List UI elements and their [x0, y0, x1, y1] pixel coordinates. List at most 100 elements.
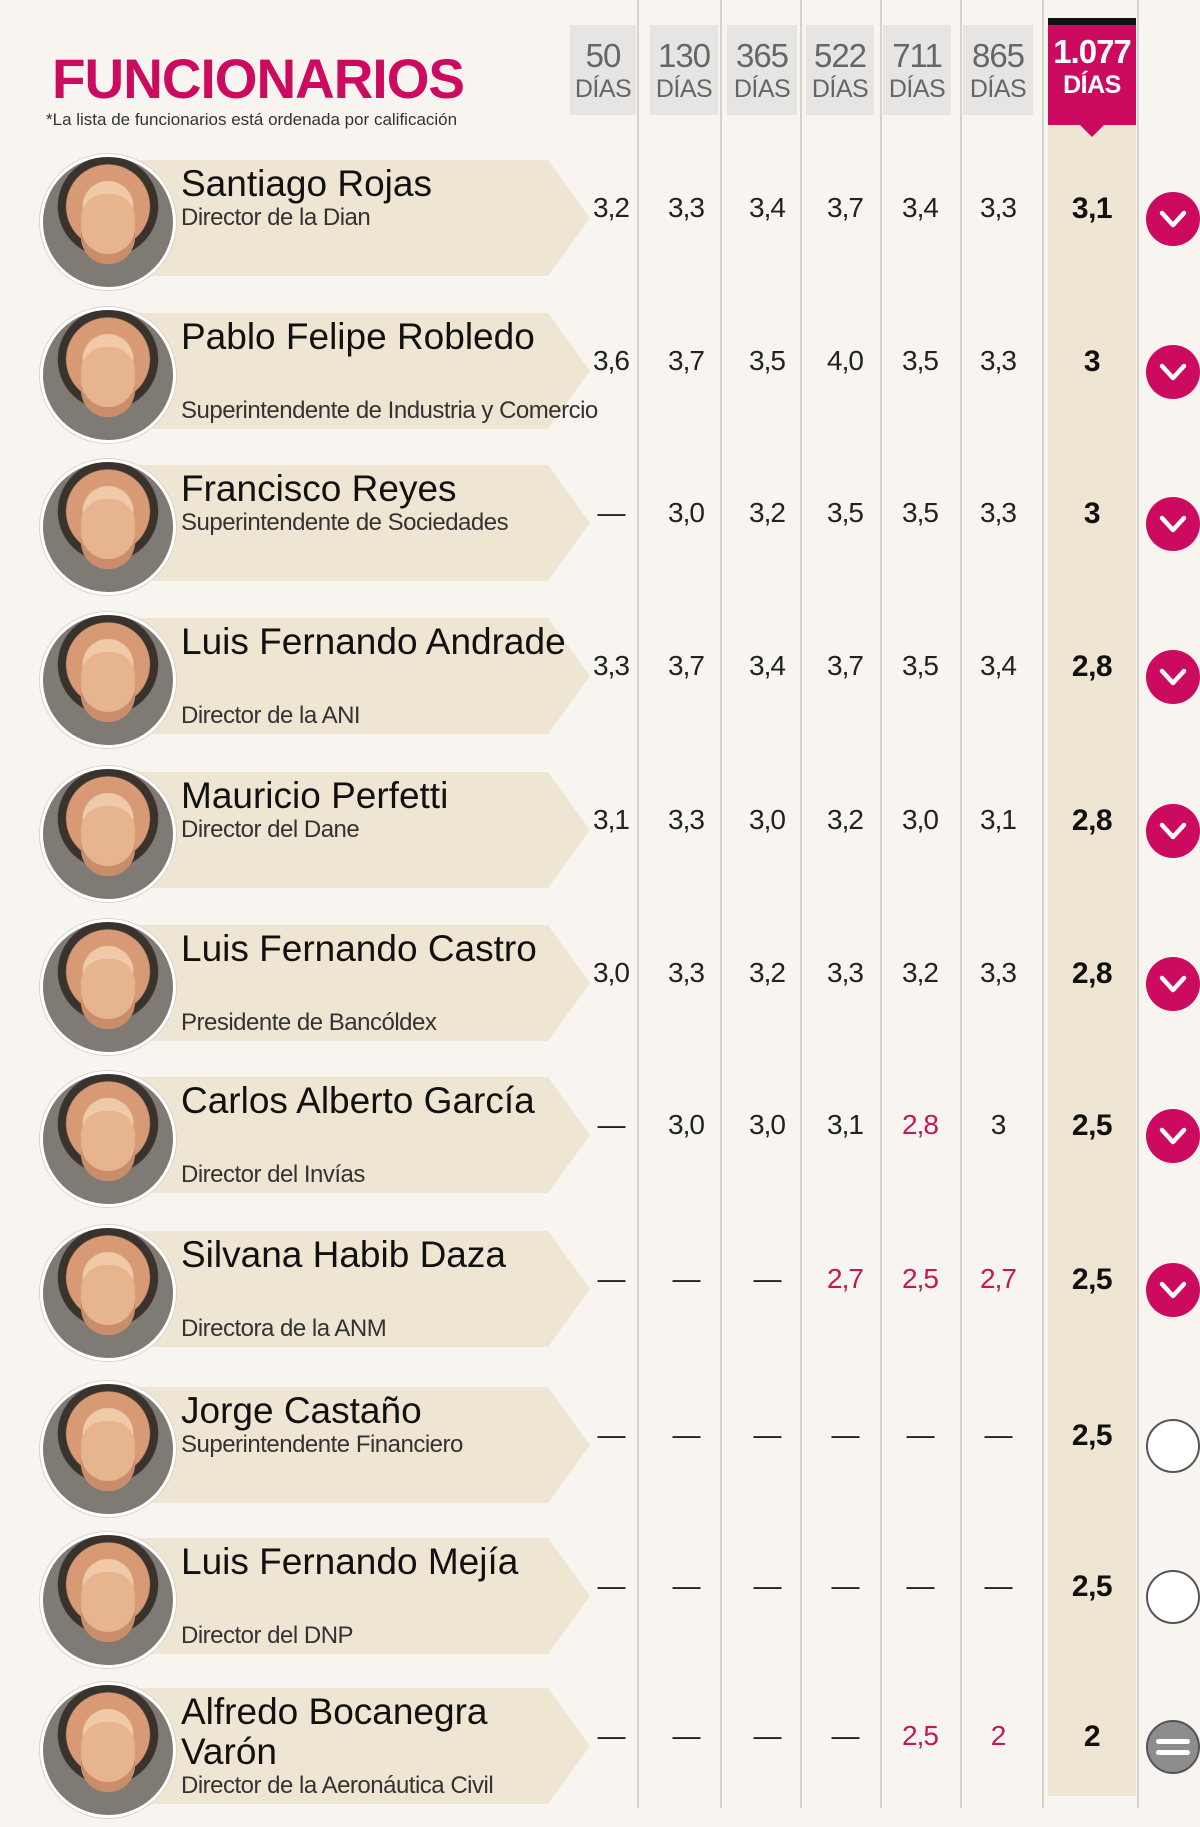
- rating-value: —: [597, 1720, 626, 1751]
- rating-value: 3,5: [902, 650, 939, 681]
- rating-value: —: [831, 1419, 860, 1450]
- avatar-face: [81, 194, 135, 264]
- name-banner: [118, 1231, 590, 1347]
- current-rating: 3: [1083, 497, 1101, 530]
- rating-value: —: [597, 1263, 626, 1294]
- avatar: [40, 919, 176, 1055]
- rating-value: 3,3: [980, 345, 1017, 376]
- rating-value: 3,3: [668, 957, 705, 988]
- rating-value: —: [597, 1109, 626, 1140]
- official-row: Luis Fernando Mejía Director del DNP — — — — —…: [0, 1518, 1200, 1668]
- column-divider: [800, 0, 802, 1808]
- rating-value: —: [597, 1570, 626, 1601]
- official-role: Presidente de Bancóldex: [181, 1009, 437, 1036]
- official-row: Jorge Castaño Superintendente Financiero —…: [0, 1367, 1200, 1517]
- rating-value: 3,1: [827, 1109, 864, 1140]
- rating-value: 3,7: [668, 650, 705, 681]
- rating-value: 3,3: [668, 804, 705, 835]
- rating-value: —: [753, 1263, 782, 1294]
- current-rating: 2,5: [1071, 1419, 1113, 1452]
- avatar-face: [81, 1265, 135, 1335]
- avatar-face: [81, 1722, 135, 1792]
- column-days-number: 1.077: [1053, 33, 1132, 70]
- rating-value: 3,5: [902, 497, 939, 528]
- column-days-number: 365: [735, 37, 789, 74]
- rating-value: —: [831, 1570, 860, 1601]
- name-banner: [118, 160, 590, 276]
- avatar-face: [81, 806, 135, 876]
- official-name: Jorge Castaño: [181, 1390, 422, 1431]
- down-icon: [1146, 650, 1200, 704]
- rating-value: 3,0: [902, 804, 939, 835]
- rating-value: 2,5: [902, 1720, 939, 1751]
- rating-value: 3,0: [749, 804, 786, 835]
- rating-value: —: [672, 1720, 701, 1751]
- down-icon: [1146, 497, 1200, 551]
- official-name: Mauricio Perfetti: [181, 775, 449, 816]
- rating-value: 3,7: [668, 345, 705, 376]
- rating-value: 3,0: [593, 957, 630, 988]
- official-name: Silvana Habib Daza: [181, 1234, 506, 1275]
- official-row: Francisco Reyes Superintendente de Socied…: [0, 445, 1200, 595]
- current-rating: 2,8: [1071, 957, 1113, 990]
- avatar-face: [81, 1421, 135, 1491]
- official-name: Pablo Felipe Robledo: [181, 316, 535, 357]
- rating-value: 3,5: [749, 345, 786, 376]
- rating-value: 3,3: [668, 192, 705, 223]
- rating-value: —: [672, 1263, 701, 1294]
- official-row: Santiago Rojas Director de la Dian 3,2 3,3 3…: [0, 140, 1200, 290]
- column-days-number: 711: [892, 37, 943, 74]
- name-banner: [118, 618, 590, 734]
- rating-value: 3,4: [749, 192, 786, 223]
- column-divider: [637, 0, 639, 1808]
- official-row: Alfredo Bocanegra Varón Director de la Ae…: [0, 1668, 1200, 1818]
- official-role: Director de la Dian: [181, 204, 371, 231]
- avatar: [40, 1225, 176, 1361]
- official-name: Santiago Rojas: [181, 163, 432, 204]
- rating-value: 3,3: [593, 650, 630, 681]
- official-name: Luis Fernando Castro: [181, 928, 537, 969]
- column-header-1: 130 DÍAS: [650, 25, 718, 115]
- avatar: [40, 1071, 176, 1207]
- equal-icon: [1146, 1720, 1200, 1774]
- name-banner: [118, 925, 590, 1041]
- column-days-number: 522: [813, 37, 867, 74]
- rating-value: 3,3: [980, 957, 1017, 988]
- rating-value: 3,3: [827, 957, 864, 988]
- rating-value: —: [831, 1720, 860, 1751]
- rating-value: —: [672, 1570, 701, 1601]
- official-row: Pablo Felipe Robledo Superintendente de I…: [0, 293, 1200, 443]
- rating-value: 3,7: [827, 650, 864, 681]
- rating-value: 3,2: [749, 497, 786, 528]
- current-rating: 2: [1083, 1720, 1101, 1753]
- rating-value: —: [753, 1720, 782, 1751]
- column-days-label: DÍAS: [888, 74, 946, 103]
- official-name: Francisco Reyes: [181, 468, 457, 509]
- avatar: [40, 612, 176, 748]
- official-row: Luis Fernando Castro Presidente de Bancól…: [0, 905, 1200, 1055]
- avatar: [40, 766, 176, 902]
- column-header-3: 522 DÍAS: [806, 25, 874, 115]
- rating-value: 3,7: [827, 192, 864, 223]
- current-rating: 2,8: [1071, 804, 1113, 837]
- name-banner: [118, 772, 590, 888]
- rating-value: —: [597, 497, 626, 528]
- current-rating: 2,5: [1071, 1263, 1113, 1296]
- rating-value: 2,5: [902, 1263, 939, 1294]
- avatar: [40, 154, 176, 290]
- official-row: Mauricio Perfetti Director del Dane 3,1 3,3…: [0, 752, 1200, 902]
- official-name: Luis Fernando Mejía: [181, 1541, 519, 1582]
- current-rating: 2,8: [1071, 650, 1113, 683]
- column-days-label: DÍAS: [1063, 70, 1121, 99]
- column-days-number: 865: [971, 37, 1025, 74]
- avatar: [40, 1381, 176, 1517]
- avatar-face: [81, 499, 135, 569]
- rating-value: —: [753, 1570, 782, 1601]
- rating-value: 3,2: [902, 957, 939, 988]
- page-title: FUNCIONARIOS: [52, 47, 465, 110]
- avatar-face: [81, 959, 135, 1029]
- rating-value: 3,1: [593, 804, 630, 835]
- name-banner: [118, 1538, 590, 1654]
- rating-value: 3,5: [827, 497, 864, 528]
